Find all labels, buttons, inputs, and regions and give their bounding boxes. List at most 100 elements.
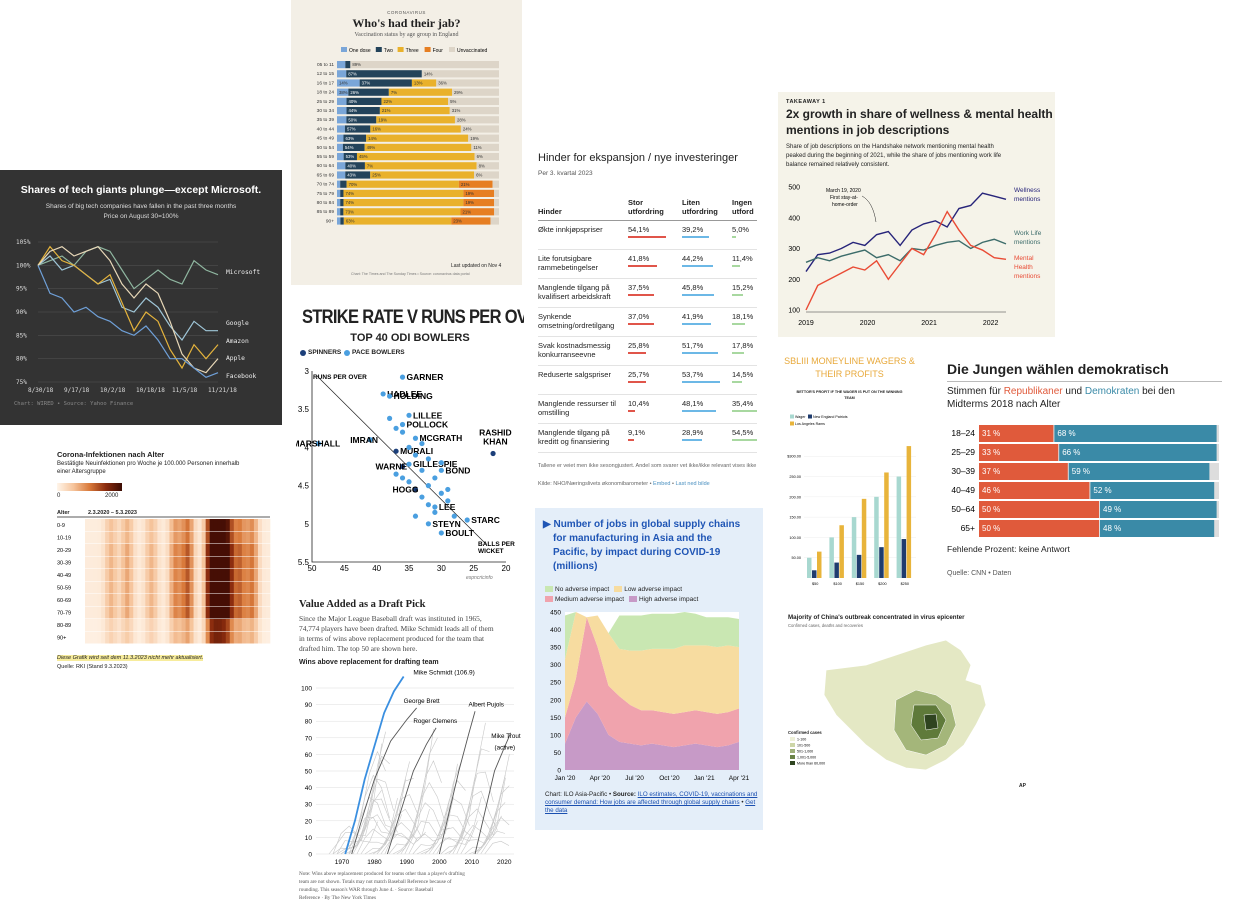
strike-point	[399, 463, 406, 470]
strike-legend-spin: SPINNERS	[308, 349, 342, 356]
vote-bar-dem	[1059, 444, 1217, 461]
corona-cell	[97, 581, 102, 594]
corona-cell	[181, 519, 186, 531]
corona-cell	[197, 556, 202, 569]
vacc-segment-label: 38%	[339, 90, 348, 95]
nho-column-header[interactable]: Stor utfordring	[628, 198, 682, 221]
vacc-kicker: CORONAVIRUS	[387, 10, 426, 15]
hs-line	[805, 238, 1007, 263]
vacc-row-label: 30 to 34	[317, 108, 335, 114]
corona-cell	[173, 556, 178, 569]
nho-download-link[interactable]: Last ned bilde	[675, 481, 710, 487]
vacc-bar-segment	[364, 162, 477, 170]
corona-cell	[229, 581, 235, 594]
ilo-get-data-link[interactable]: Get the data	[545, 799, 756, 814]
corona-cell	[181, 531, 186, 544]
nho-cell-text: Manglende ressurser til omstilling	[538, 399, 616, 417]
draft-highlight-line	[386, 727, 437, 855]
corona-cell	[125, 544, 130, 556]
nho-cell-bar	[732, 236, 736, 238]
corona-cell	[237, 569, 243, 581]
corona-cell	[89, 581, 94, 594]
corona-cell	[205, 531, 210, 544]
vacc-row-label: 75 to 79	[317, 191, 335, 197]
nho-column-header: Hinder	[538, 198, 628, 221]
nho-cell: 53,7%	[682, 365, 732, 395]
nho-column-header: Ingen utford	[732, 198, 757, 221]
corona-cell	[101, 531, 106, 544]
nho-cell-text: 39,2%	[682, 225, 704, 234]
strike-x-axis-label-2: WICKET	[478, 548, 504, 555]
corona-cell	[201, 531, 206, 544]
corona-cell	[129, 631, 134, 644]
hs-annotation-2: First stay-at-	[830, 195, 858, 201]
hs-body-3: balance remained relatively consistent.	[786, 162, 890, 168]
corona-cell	[141, 569, 146, 581]
corona-cell	[229, 594, 235, 606]
vacc-segment-label: 19%	[378, 117, 387, 122]
nho-embed-link[interactable]: Embed	[653, 481, 671, 487]
corona-cell	[201, 594, 206, 606]
corona-cell	[165, 556, 170, 569]
sb-y-tick: 200.00	[789, 495, 801, 499]
corona-cell	[93, 556, 98, 569]
corona-cell	[241, 569, 247, 581]
nho-cell-bar	[628, 265, 658, 267]
strike-point	[412, 452, 419, 458]
corona-cell	[85, 544, 90, 556]
tech-y-tick: 95%	[16, 286, 27, 293]
tech-source: Chart: WIRED • Source: Yahoo Finance	[14, 401, 134, 407]
strike-legend-pace-dot	[344, 350, 350, 356]
corona-cell	[85, 594, 90, 606]
corona-cell	[125, 531, 130, 544]
nho-cell-bar	[682, 381, 720, 383]
nho-cell-text: 18,1%	[732, 312, 754, 321]
corona-cell	[121, 606, 126, 619]
corona-cell	[225, 556, 231, 569]
corona-cell	[257, 531, 263, 544]
vote-bar-rep	[979, 425, 1054, 442]
nho-subtitle: Per 3. kvartal 2023	[538, 170, 593, 177]
corona-cell	[213, 519, 219, 531]
corona-cell	[193, 519, 198, 531]
corona-cell	[241, 544, 247, 556]
corona-cell	[145, 606, 150, 619]
ilo-legend-low: Low adverse impact	[624, 586, 683, 593]
corona-cell	[237, 581, 243, 594]
vote-bar-dem	[1100, 501, 1217, 518]
corona-cell	[141, 519, 146, 531]
corona-cell	[237, 556, 243, 569]
corona-cell	[149, 519, 154, 531]
strike-point-label: LEE	[439, 502, 456, 512]
corona-cell	[93, 531, 98, 544]
vacc-segment-label: 25%	[372, 173, 381, 178]
corona-cell	[153, 619, 158, 631]
nho-cell-text: 15,2%	[732, 283, 754, 292]
sb-x-tick: $50	[812, 582, 818, 586]
strike-point-label: BOND	[445, 465, 470, 475]
strike-point	[406, 479, 412, 485]
nho-cell: 15,2%	[732, 278, 757, 308]
corona-cell	[153, 544, 158, 556]
ilo-source-link[interactable]: ILO estimates, COVID-19, vaccinations an…	[545, 791, 758, 806]
corona-cell	[261, 631, 267, 644]
strike-point-label: MARSHALL	[296, 439, 340, 449]
corona-cell	[221, 544, 227, 556]
sb-bar	[884, 472, 889, 578]
draft-background-line	[388, 737, 438, 855]
strike-point	[445, 486, 451, 493]
sb-title-2: THEIR PROFITS	[815, 369, 884, 379]
ilo-legend-none: No adverse impact	[555, 586, 610, 593]
corona-cell	[169, 519, 174, 531]
corona-cell	[157, 631, 162, 644]
corona-cell	[265, 531, 271, 544]
vote-row-label: 25–29	[951, 447, 975, 457]
vacc-row-label: 35 to 39	[317, 117, 335, 123]
corona-cell	[173, 544, 178, 556]
nho-cell: 48,1%	[682, 394, 732, 424]
corona-cell	[249, 581, 255, 594]
draft-background-line	[484, 840, 510, 855]
corona-cell	[265, 569, 271, 581]
vacc-legend-label: Four	[433, 48, 444, 54]
corona-cell	[181, 631, 186, 644]
